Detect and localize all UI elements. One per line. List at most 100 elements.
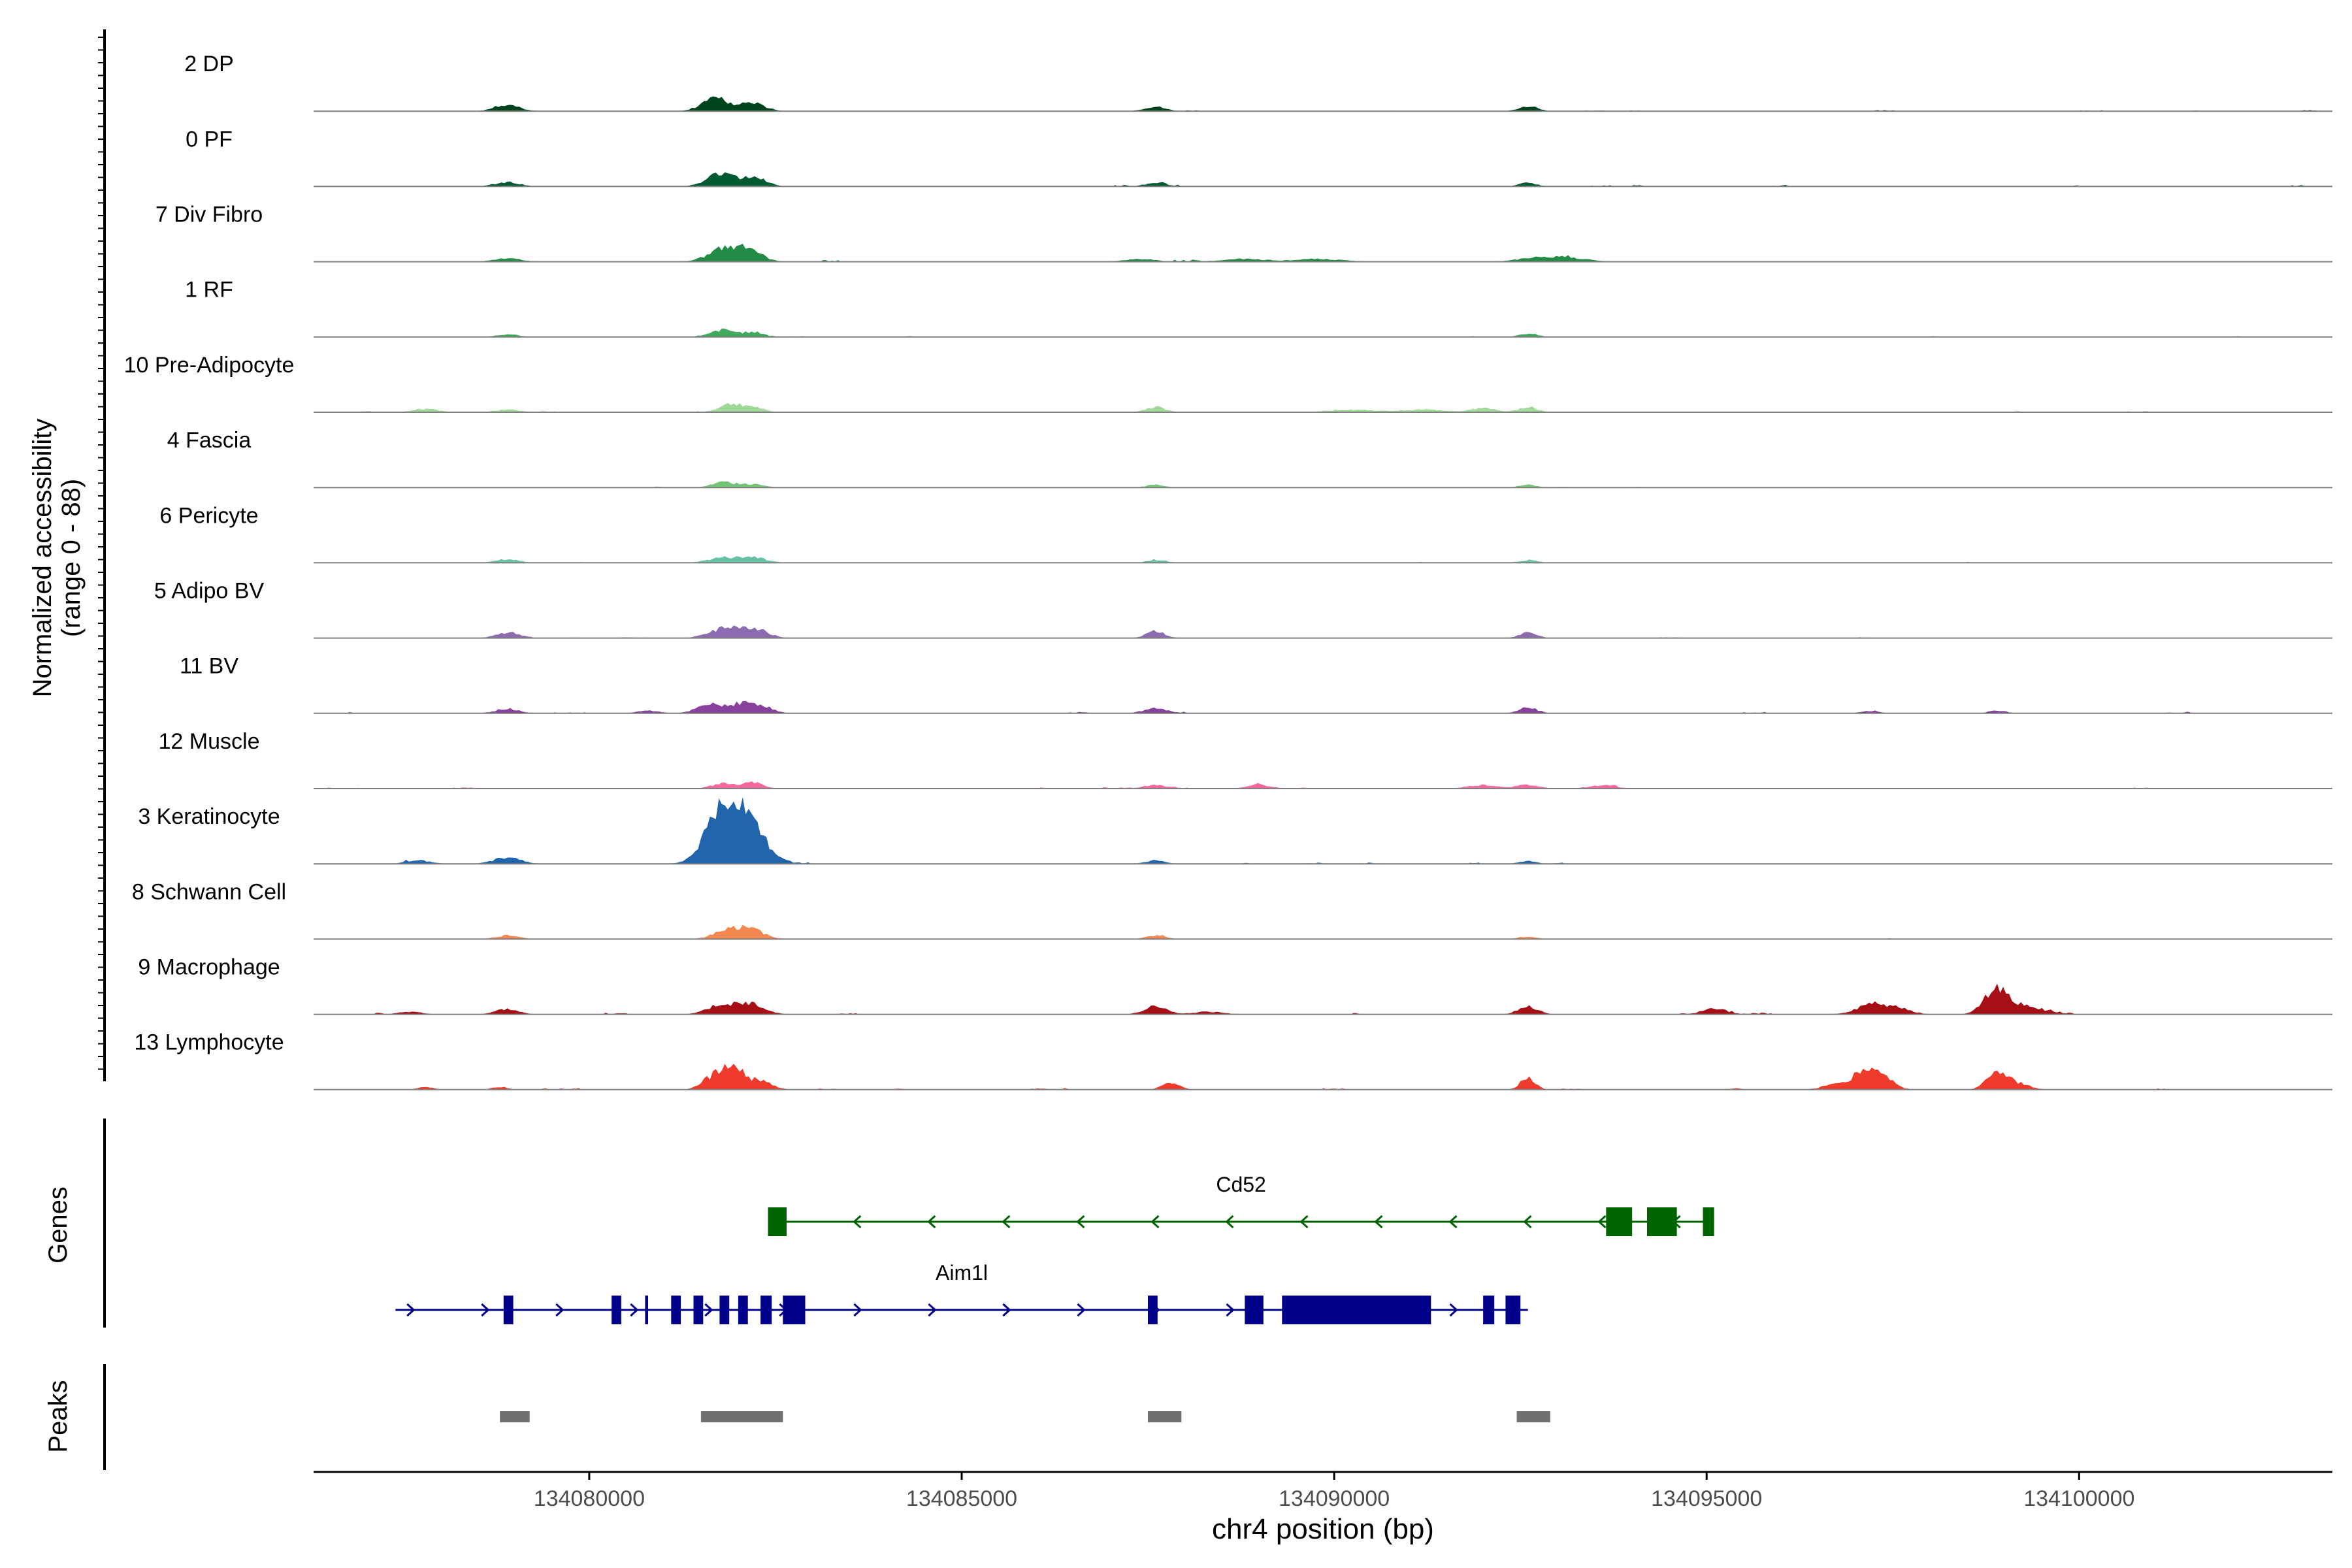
coverage-signal — [314, 983, 2332, 1015]
strand-arrow — [853, 1215, 862, 1229]
strand-arrow — [1448, 1215, 1458, 1229]
peaks-panel-label: Peaks — [44, 1380, 73, 1452]
coverage-signal — [314, 402, 2332, 412]
exon — [1606, 1207, 1633, 1236]
coverage-signal — [314, 1064, 2332, 1090]
gene-annotations: Cd52 Aim1l — [395, 1173, 1714, 1324]
track-10-pre-adipocyte: 10 Pre-Adipocyte — [124, 353, 2332, 413]
strand-arrow — [1002, 1215, 1011, 1229]
x-axis-ticks: 134080000 134085000 134090000 134095000 1341… — [534, 1472, 2134, 1511]
track-4-fascia: 4 Fascia — [167, 428, 2332, 489]
exon — [1483, 1296, 1495, 1324]
exon — [612, 1296, 621, 1324]
exon — [1148, 1296, 1158, 1324]
strand-arrow — [1077, 1303, 1086, 1317]
track-1-rf: 1 RF — [185, 278, 2332, 338]
track-5-adipo-bv: 5 Adipo BV — [154, 579, 2332, 639]
gene-label: Cd52 — [1216, 1173, 1266, 1196]
gene-aim1l: Aim1l — [395, 1261, 1528, 1324]
coverage-signal — [314, 556, 2332, 563]
gene-label: Aim1l — [936, 1261, 988, 1284]
coverage-signal — [314, 625, 2332, 638]
track-12-muscle: 12 Muscle — [159, 729, 2332, 789]
y-axis-title-line1: Normalized accessibility — [28, 419, 57, 698]
strand-arrow — [1597, 1215, 1607, 1229]
exon — [768, 1207, 787, 1236]
exon — [760, 1296, 772, 1324]
track-label: 7 Div Fibro — [155, 203, 263, 227]
strand-arrow — [1225, 1215, 1234, 1229]
coverage-signal — [314, 481, 2332, 488]
strand-arrow — [555, 1303, 564, 1317]
track-label: 2 DP — [184, 52, 234, 76]
exon — [719, 1296, 730, 1324]
exon — [738, 1296, 748, 1324]
strand-arrow — [1002, 1303, 1011, 1317]
x-tick-label: 134095000 — [1651, 1486, 1762, 1511]
gene-cd52: Cd52 — [768, 1173, 1714, 1236]
peak-region — [700, 1411, 783, 1422]
strand-arrow — [1374, 1215, 1383, 1229]
exon — [783, 1296, 806, 1324]
peak-regions — [500, 1411, 1550, 1422]
track-label: 4 Fascia — [167, 428, 252, 453]
exon — [1282, 1296, 1431, 1324]
coverage-signal — [314, 924, 2332, 939]
track-0-pf: 0 PF — [186, 127, 2332, 188]
exon — [645, 1296, 648, 1324]
strand-arrow — [1076, 1215, 1085, 1229]
exon — [1703, 1207, 1714, 1236]
strand-arrow — [1449, 1303, 1458, 1317]
track-8-schwann-cell: 8 Schwann Cell — [132, 879, 2332, 940]
exon — [1505, 1296, 1521, 1324]
exon — [503, 1296, 514, 1324]
track-label: 9 Macrophage — [138, 955, 280, 980]
exon — [693, 1296, 704, 1324]
peak-region — [1148, 1411, 1182, 1422]
track-label: 6 Pericyte — [159, 503, 258, 528]
coverage-signal — [314, 96, 2332, 112]
strand-arrow — [1151, 1215, 1160, 1229]
track-9-macrophage: 9 Macrophage — [138, 955, 2332, 1015]
track-label: 8 Schwann Cell — [132, 879, 286, 904]
strand-arrow — [1299, 1215, 1309, 1229]
track-label: 5 Adipo BV — [154, 579, 265, 604]
strand-arrow — [853, 1303, 862, 1317]
coverage-y-axis — [98, 29, 106, 1081]
strand-arrow — [1523, 1215, 1532, 1229]
peak-region — [500, 1411, 530, 1422]
x-tick-label: 134090000 — [1279, 1486, 1390, 1511]
track-3-keratinocyte: 3 Keratinocyte — [138, 797, 2332, 865]
strand-arrow — [630, 1303, 639, 1317]
x-tick-label: 134080000 — [534, 1486, 645, 1511]
peak-region — [1516, 1411, 1550, 1422]
strand-arrow — [406, 1303, 416, 1317]
coverage-tracks: 2 DP 0 PF 7 Div Fibro 1 RF 10 Pre-Adipocyte 4… — [124, 52, 2332, 1090]
coverage-signal — [314, 172, 2332, 187]
track-label: 11 BV — [180, 654, 238, 679]
coverage-signal — [314, 797, 2332, 864]
strand-arrow — [928, 1303, 937, 1317]
strand-arrow — [481, 1303, 490, 1317]
coverage-signal — [314, 781, 2332, 789]
x-tick-label: 134100000 — [2023, 1486, 2134, 1511]
x-tick-label: 134085000 — [906, 1486, 1017, 1511]
coverage-signal — [314, 244, 2332, 262]
track-label: 12 Muscle — [159, 729, 260, 754]
track-label: 13 Lymphocyte — [134, 1030, 284, 1055]
strand-arrow — [704, 1303, 713, 1317]
coverage-signal — [314, 328, 2332, 337]
strand-arrow — [1226, 1303, 1235, 1317]
track-label: 1 RF — [185, 278, 233, 302]
track-7-div-fibro: 7 Div Fibro — [155, 203, 2332, 263]
y-axis-title: Normalized accessibility (range 0 - 88) — [28, 419, 86, 698]
y-axis-title-line2: (range 0 - 88) — [57, 479, 86, 637]
genes-panel-label: Genes — [44, 1186, 73, 1264]
track-11-bv: 11 BV — [180, 654, 2332, 714]
track-label: 0 PF — [186, 127, 233, 152]
track-6-pericyte: 6 Pericyte — [159, 503, 2332, 564]
coverage-signal — [314, 700, 2332, 713]
track-label: 3 Keratinocyte — [138, 804, 280, 829]
strand-arrow — [927, 1215, 936, 1229]
